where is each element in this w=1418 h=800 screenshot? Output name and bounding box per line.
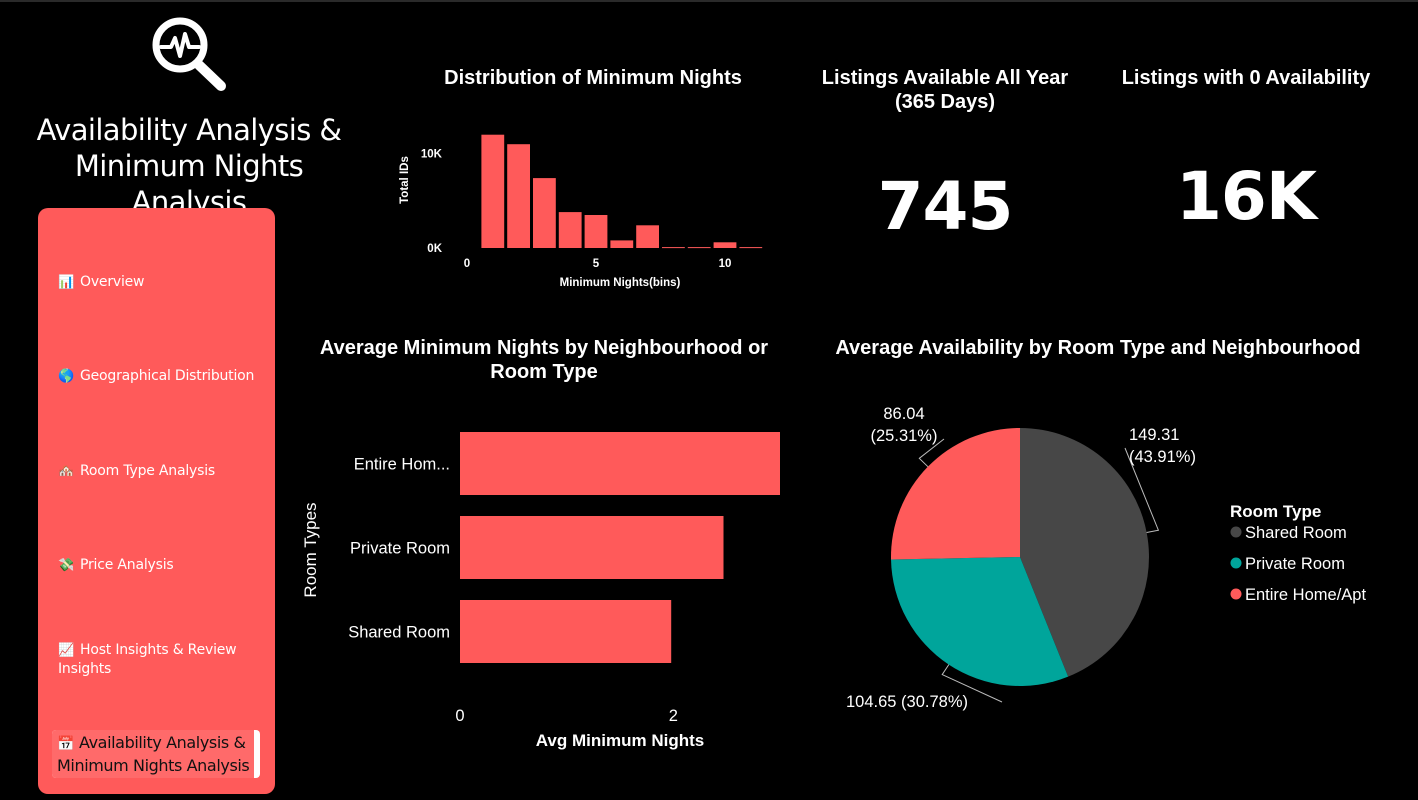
sidebar-item-label: Availability Analysis & Minimum Nights A… xyxy=(57,733,250,775)
sidebar-item-room-type-analysis[interactable]: 🏘️ Room Type Analysis xyxy=(58,462,263,481)
pie-slice-label: 86.04 xyxy=(883,405,924,423)
page-title: Availability Analysis & Minimum Nights A… xyxy=(36,113,342,219)
avg-availability-pie-chart: 149.31 (43.91%) 104.65 (30.78%) 86.04 (25.31… xyxy=(846,405,1366,711)
histogram-bar xyxy=(739,247,763,249)
histogram-bar xyxy=(687,247,711,249)
histogram-x-axis-label: Minimum Nights(bins) xyxy=(560,277,681,289)
legend-title: Room Type xyxy=(1230,502,1321,521)
minimum-nights-histogram: 0 5 10 0K 10K Minimum Nights(bins) Total ID… xyxy=(399,134,763,289)
histogram-bar xyxy=(636,225,659,248)
pie-slice-percent-label: (43.91%) xyxy=(1129,448,1196,466)
legend-swatch xyxy=(1230,557,1242,569)
histogram-bar xyxy=(584,215,608,248)
sidebar-item-availability-analysis[interactable]: 📅 Availability Analysis & Minimum Nights … xyxy=(52,730,260,778)
histogram-bar xyxy=(533,178,556,248)
bar-chart-category-label: Shared Room xyxy=(348,624,450,642)
bar-chart-bar xyxy=(460,432,780,495)
magnifier-pulse-icon xyxy=(152,17,226,91)
sidebar-item-label: Price Analysis xyxy=(80,557,174,573)
sidebar-item-label: Overview xyxy=(80,274,145,290)
sidebar-item-label: Host Insights & Review Insights xyxy=(58,642,237,677)
histogram-title: Distribution of Minimum Nights xyxy=(444,67,742,89)
calendar-icon: 📅 xyxy=(57,736,75,752)
bar-chart-category-label: Entire Hom... xyxy=(354,456,450,474)
legend-swatch xyxy=(1230,526,1242,538)
chart-icon: 📊 xyxy=(58,275,74,290)
pie-slice xyxy=(890,428,1020,560)
kpi-zero-availability-title: Listings with 0 Availability xyxy=(1121,67,1371,89)
sidebar-item-host-insights[interactable]: 📈 Host Insights & Review Insights xyxy=(58,641,263,679)
money-icon: 💸 xyxy=(58,558,74,573)
histogram-y-axis-label: Total IDs xyxy=(399,156,411,204)
sidebar-item-overview[interactable]: 📊 Overview xyxy=(58,273,263,292)
histogram-bar xyxy=(558,212,582,248)
histogram-bar xyxy=(507,144,530,248)
bar-chart-x-axis-label: Avg Minimum Nights xyxy=(536,731,704,750)
legend-swatch xyxy=(1230,588,1242,600)
sidebar-item-label: Room Type Analysis xyxy=(80,463,216,479)
bar-chart-title: Average Minimum Nights by Neighbourhood … xyxy=(319,337,769,383)
sidebar-item-geographical-distribution[interactable]: 🌎 Geographical Distribution xyxy=(58,367,263,386)
legend-entry[interactable]: Entire Home/Apt xyxy=(1245,586,1366,604)
histogram-x-tick-label: 0 xyxy=(464,258,470,270)
pie-slice-label: 149.31 xyxy=(1129,426,1179,444)
bar-chart-x-tick-label: 0 xyxy=(455,707,464,725)
histogram-y-tick-label: 0K xyxy=(427,243,442,255)
pie-chart-title: Average Availability by Room Type and Ne… xyxy=(835,337,1361,359)
bar-chart-category-label: Private Room xyxy=(350,540,450,558)
top-border xyxy=(0,0,1418,2)
histogram-bar xyxy=(481,134,505,248)
sidebar-nav: 📊 Overview 🌎 Geographical Distribution 🏘️ R… xyxy=(38,208,275,794)
trend-up-icon: 📈 xyxy=(58,643,74,658)
bar-chart-x-tick-label: 2 xyxy=(669,707,678,725)
kpi-year-round-title: Listings Available All Year (365 Days) xyxy=(821,67,1069,113)
histogram-bar xyxy=(713,242,737,248)
bar-chart-bar xyxy=(460,600,672,663)
bar-chart-bar xyxy=(460,516,724,579)
pie-slice-label: 104.65 (30.78%) xyxy=(846,693,968,711)
histogram-x-tick-label: 10 xyxy=(719,258,732,270)
histogram-y-tick-label: 10K xyxy=(421,149,443,161)
histogram-bar xyxy=(662,247,685,249)
pie-slice-percent-label: (25.31%) xyxy=(871,427,938,445)
pie-slice xyxy=(1020,428,1149,677)
kpi-zero-availability-value: 16K xyxy=(1176,158,1317,235)
legend-entry[interactable]: Shared Room xyxy=(1245,524,1347,542)
legend-entry[interactable]: Private Room xyxy=(1245,555,1345,573)
histogram-bar xyxy=(610,240,634,248)
globe-icon: 🌎 xyxy=(58,369,74,384)
bar-chart-y-axis-label: Room Types xyxy=(301,502,320,597)
sidebar-item-price-analysis[interactable]: 💸 Price Analysis xyxy=(58,556,263,575)
kpi-year-round-value: 745 xyxy=(877,168,1014,245)
sidebar-item-label: Geographical Distribution xyxy=(80,368,255,384)
pie-slice xyxy=(891,557,1069,686)
histogram-x-tick-label: 5 xyxy=(593,258,600,270)
houses-icon: 🏘️ xyxy=(58,464,74,479)
